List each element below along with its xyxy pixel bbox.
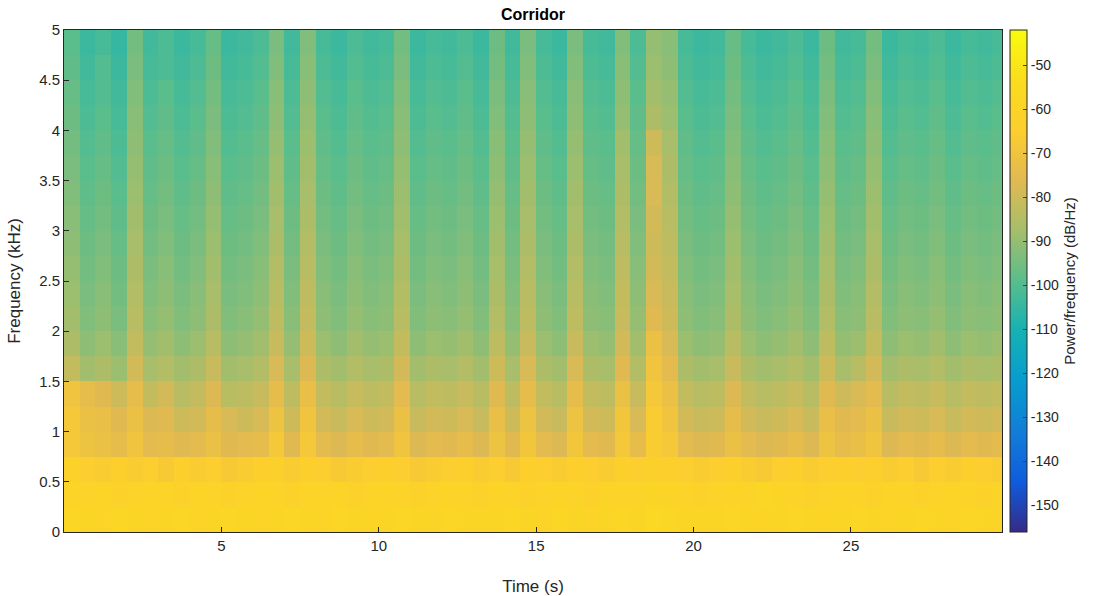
svg-text:-100: -100: [1031, 277, 1059, 293]
svg-text:4: 4: [52, 122, 60, 139]
svg-text:3.5: 3.5: [39, 172, 60, 189]
svg-text:-110: -110: [1031, 321, 1058, 337]
svg-text:-70: -70: [1031, 145, 1051, 161]
svg-text:Corridor: Corridor: [501, 6, 565, 23]
svg-text:Time (s): Time (s): [502, 577, 564, 596]
svg-text:0.5: 0.5: [39, 473, 60, 490]
svg-text:3: 3: [52, 222, 60, 239]
svg-text:0: 0: [52, 523, 60, 540]
svg-text:Frequency (kHz): Frequency (kHz): [5, 218, 24, 344]
svg-text:1.5: 1.5: [39, 373, 60, 390]
svg-text:-140: -140: [1031, 453, 1059, 469]
svg-text:25: 25: [843, 537, 860, 554]
svg-text:-80: -80: [1031, 189, 1051, 205]
svg-text:2.5: 2.5: [39, 272, 60, 289]
svg-text:15: 15: [528, 537, 545, 554]
svg-text:-150: -150: [1031, 497, 1059, 513]
svg-text:5: 5: [217, 537, 225, 554]
svg-text:-60: -60: [1031, 101, 1051, 117]
svg-text:10: 10: [370, 537, 387, 554]
svg-text:4.5: 4.5: [39, 71, 60, 88]
svg-text:Power/frequency (dB/Hz): Power/frequency (dB/Hz): [1061, 197, 1078, 365]
svg-text:2: 2: [52, 322, 60, 339]
svg-text:-50: -50: [1031, 57, 1051, 73]
svg-text:20: 20: [685, 537, 702, 554]
svg-text:5: 5: [52, 21, 60, 38]
svg-text:1: 1: [52, 423, 60, 440]
svg-text:-90: -90: [1031, 233, 1051, 249]
svg-text:-120: -120: [1031, 365, 1059, 381]
svg-text:-130: -130: [1031, 409, 1059, 425]
